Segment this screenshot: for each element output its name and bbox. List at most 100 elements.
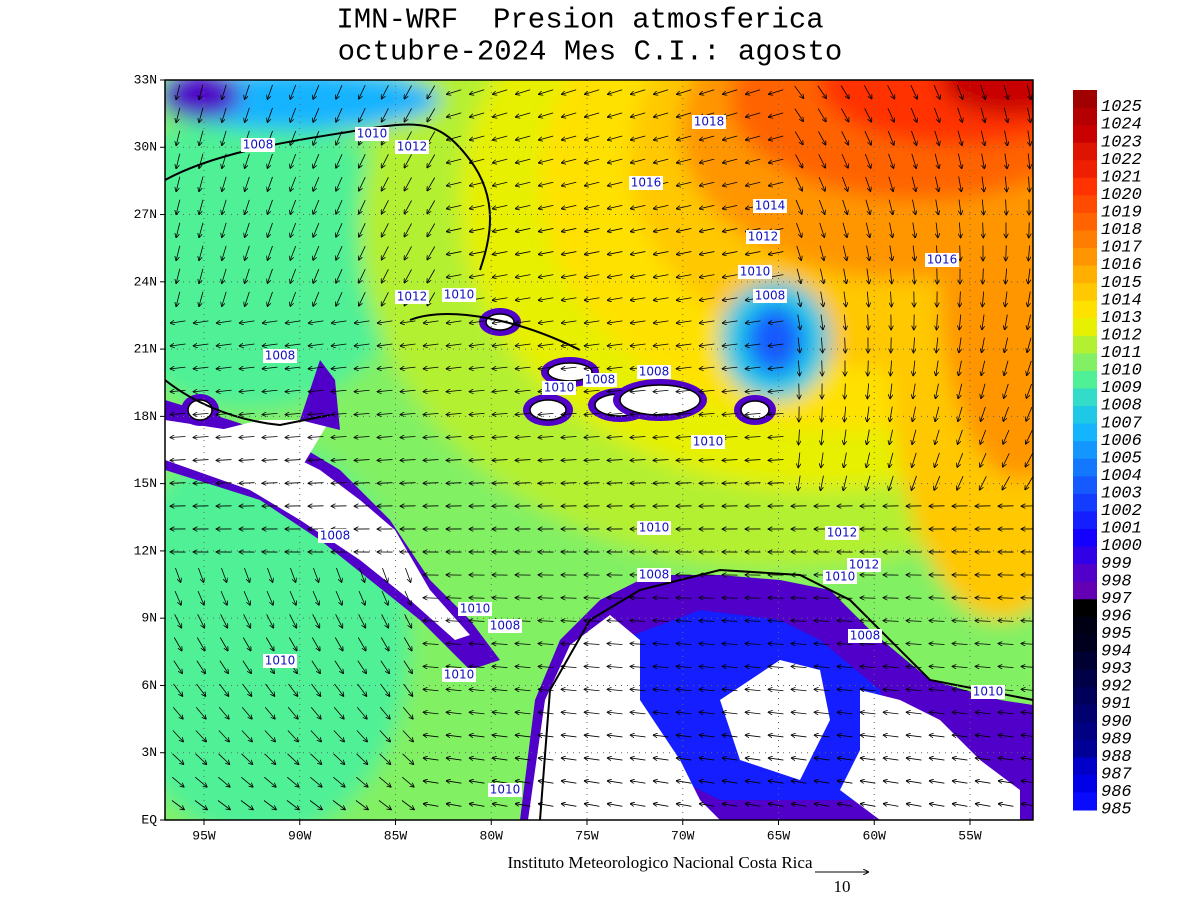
wind-arrow — [286, 367, 301, 369]
wind-arrow — [746, 413, 761, 414]
wind-arrow — [631, 275, 646, 278]
wind-arrow — [980, 130, 984, 146]
wind-arrow — [1028, 130, 1030, 146]
wind-arrow — [562, 483, 577, 484]
wind-arrow — [176, 199, 181, 215]
wind-arrow — [959, 360, 962, 376]
wind-arrow — [868, 360, 869, 376]
wind-arrow — [585, 689, 600, 690]
wind-arrow — [359, 567, 364, 582]
wind-arrow — [217, 367, 232, 369]
wind-arrow — [999, 758, 1014, 760]
wind-arrow — [221, 567, 226, 582]
wind-arrow — [585, 781, 600, 783]
wind-arrow — [198, 567, 203, 582]
wind-arrow — [378, 460, 393, 461]
wind-arrow — [723, 758, 738, 760]
wind-arrow — [631, 644, 646, 645]
wind-arrow — [562, 436, 577, 437]
wind-arrow — [401, 413, 416, 414]
wind-arrow — [194, 413, 209, 414]
wind-arrow — [608, 804, 623, 807]
wind-arrow — [539, 367, 554, 369]
wind-arrow — [290, 84, 297, 99]
colorbar-swatch — [1073, 335, 1097, 354]
wind-arrow — [401, 344, 416, 346]
wind-arrow — [884, 666, 899, 667]
wind-arrow — [562, 598, 577, 599]
wind-arrow — [245, 107, 250, 122]
wind-arrow — [378, 436, 393, 437]
wind-arrow — [677, 228, 692, 231]
wind-arrow — [404, 590, 411, 605]
wind-arrow — [934, 153, 939, 168]
wind-arrow — [539, 758, 554, 760]
wind-arrow — [222, 245, 227, 260]
wind-arrow — [470, 112, 485, 117]
wind-arrow — [654, 89, 669, 94]
wind-arrow — [176, 222, 181, 238]
field-band — [747, 306, 803, 374]
wind-arrow — [199, 268, 204, 283]
wind-arrow — [960, 245, 961, 261]
wind-arrow — [1026, 383, 1032, 398]
wind-arrow — [217, 436, 232, 437]
wind-arrow — [983, 222, 984, 238]
wind-arrow — [884, 598, 899, 599]
wind-arrow — [311, 660, 320, 674]
wind-arrow — [746, 483, 761, 484]
wind-arrow — [516, 112, 531, 117]
wind-arrow — [677, 275, 692, 278]
colorbar-label: 996 — [1101, 607, 1132, 626]
wind-arrow — [863, 85, 871, 98]
wind-arrow — [562, 689, 577, 690]
wind-arrow — [677, 598, 692, 599]
wind-arrow — [890, 245, 892, 261]
field-band — [165, 80, 240, 120]
wind-arrow — [493, 275, 508, 278]
wind-arrow — [608, 135, 623, 140]
wind-arrow — [958, 429, 963, 444]
colorbar-label: 1012 — [1101, 326, 1142, 345]
wind-arrow — [700, 781, 715, 783]
land — [528, 615, 720, 820]
wind-arrow — [313, 130, 320, 145]
wind-arrow — [677, 483, 692, 484]
wind-arrow — [866, 452, 871, 468]
wind-arrow — [194, 800, 207, 809]
wind-arrow — [470, 390, 485, 392]
wind-arrow — [907, 758, 922, 760]
wind-arrow — [493, 781, 508, 783]
wind-arrow — [355, 390, 370, 392]
wind-arrow — [700, 321, 715, 323]
wind-arrow — [241, 753, 253, 764]
wind-arrow — [240, 436, 255, 437]
contour-label: 1008 — [490, 619, 521, 633]
wind-arrow — [334, 637, 343, 651]
wind-arrow — [309, 367, 324, 369]
wind-arrow — [447, 367, 462, 369]
contour-label: 1010 — [825, 570, 856, 584]
wind-arrow — [243, 614, 251, 627]
wind-arrow — [176, 176, 181, 192]
wind-arrow — [336, 268, 343, 283]
wind-arrow — [359, 223, 366, 237]
wind-arrow — [286, 344, 301, 346]
colorbar-label: 1020 — [1101, 186, 1142, 205]
wind-arrow — [447, 735, 462, 737]
wind-arrow — [861, 804, 876, 807]
wind-arrow — [907, 781, 922, 783]
wind-arrow — [700, 804, 715, 807]
wind-arrow — [379, 730, 390, 742]
contour-label: 1012 — [397, 290, 428, 304]
colorbar-label: 1008 — [1101, 397, 1142, 416]
wind-arrow — [287, 753, 299, 764]
wind-arrow — [358, 614, 366, 627]
wind-arrow — [355, 436, 370, 437]
wind-arrow — [171, 460, 186, 461]
wind-arrow — [470, 158, 485, 163]
wind-arrow — [424, 781, 439, 783]
wind-arrow — [887, 108, 894, 122]
wind-arrow — [424, 804, 439, 807]
wind-arrow — [266, 590, 273, 605]
